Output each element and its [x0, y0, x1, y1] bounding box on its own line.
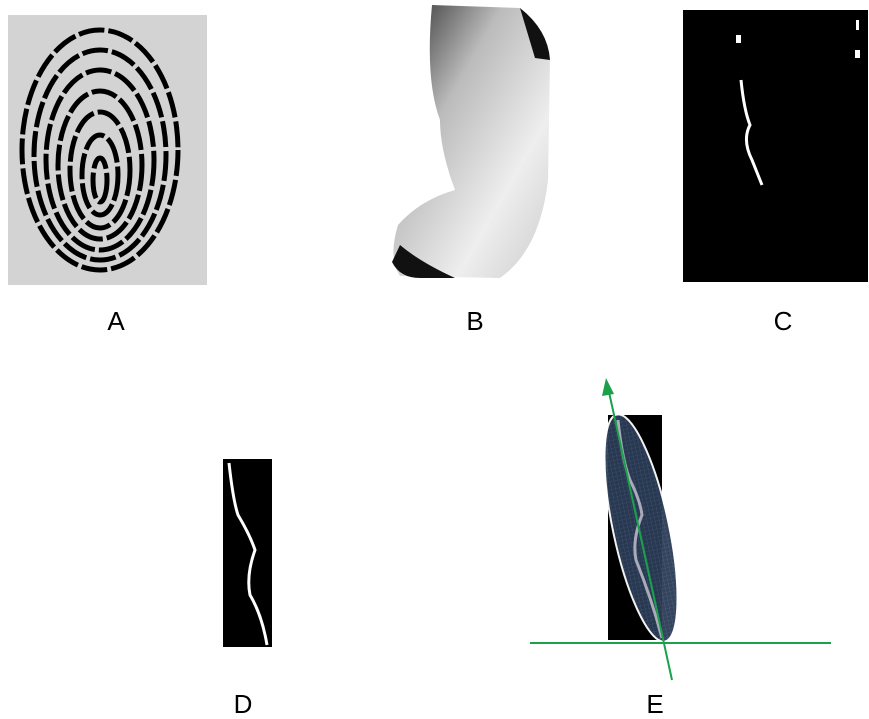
figure: A B C D E	[0, 0, 869, 719]
ridge-image	[223, 459, 272, 647]
ellipse-fit-image	[530, 378, 831, 680]
panel-label: B	[466, 306, 483, 336]
fingerprint-image	[8, 15, 207, 285]
panel-label: E	[646, 689, 663, 719]
orientation-image	[392, 5, 550, 278]
panel-label: C	[774, 306, 793, 336]
segment-image	[683, 10, 868, 282]
panel-label: D	[234, 689, 253, 719]
panel-label: A	[107, 306, 125, 336]
page: A B C D E (() => { const data = JSON.par…	[0, 0, 869, 719]
